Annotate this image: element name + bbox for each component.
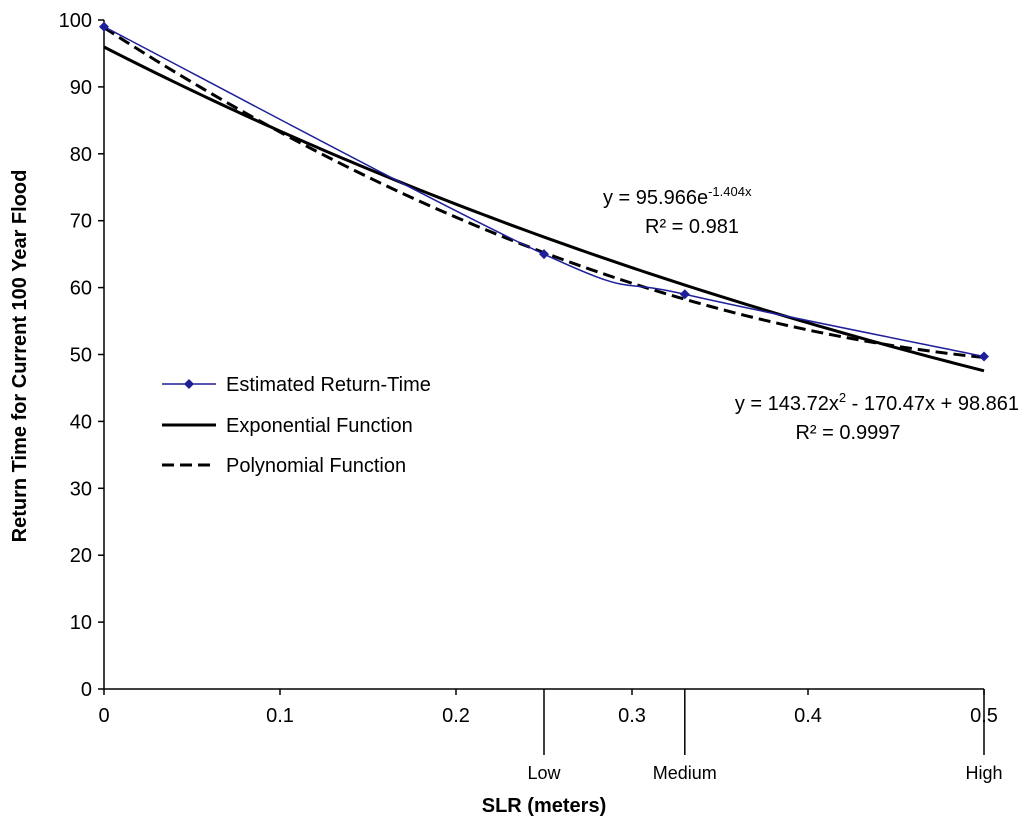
y-axis-title: Return Time for Current 100 Year Flood (9, 170, 31, 543)
exponential-equation-main: y = 95.966e (603, 187, 708, 209)
scenario-markers: Low Medium High (527, 689, 1003, 783)
scenario-marker-label: Medium (653, 763, 717, 783)
estimated-return-time-point (979, 351, 989, 362)
estimated-return-time-point (99, 21, 109, 32)
y-tick-label: 90 (70, 77, 92, 99)
y-tick-label: 100 (59, 10, 92, 32)
legend-label-exponential: Exponential Function (226, 415, 413, 437)
estimated-return-time-point (539, 249, 549, 260)
x-ticks: 0 0.1 0.2 0.3 0.4 0.5 (98, 689, 998, 727)
y-ticks: 0 10 20 30 40 50 60 70 80 90 100 (59, 10, 104, 701)
y-tick-label: 80 (70, 144, 92, 166)
legend-label-estimated: Estimated Return-Time (226, 374, 431, 396)
y-tick-label: 50 (70, 345, 92, 367)
exponential-equation-exponent: -1.404x (708, 184, 752, 199)
legend-entry-exponential: Exponential Function (162, 415, 413, 437)
y-tick-label: 70 (70, 211, 92, 233)
polynomial-equation-power: 2 (839, 390, 846, 405)
y-tick-label: 40 (70, 411, 92, 433)
legend-swatch-estimated-diamond (184, 379, 194, 389)
polynomial-equation-prefix: y = 143.72x (735, 393, 839, 415)
series-exponential-function (103, 45, 985, 373)
y-tick-label: 10 (70, 612, 92, 634)
polynomial-equation: y = 143.72x2 - 170.47x + 98.861 (735, 390, 1019, 415)
polynomial-equation-suffix: - 170.47x + 98.861 (846, 393, 1019, 415)
y-tick-label: 0 (81, 679, 92, 701)
scenario-marker-label: Low (527, 763, 561, 783)
legend-entry-polynomial: Polynomial Function (162, 455, 406, 477)
estimated-return-time-markers (99, 21, 989, 362)
x-tick-label: 0.2 (442, 705, 470, 727)
y-tick-label: 60 (70, 278, 92, 300)
y-tick-label: 30 (70, 478, 92, 500)
legend-entry-estimated: Estimated Return-Time (162, 374, 431, 396)
exponential-equation: y = 95.966e-1.404x (603, 184, 752, 209)
x-tick-label: 0 (98, 705, 109, 727)
series-estimated-return-time (103, 26, 985, 358)
legend: Estimated Return-Time Exponential Functi… (162, 374, 431, 477)
polynomial-r-squared: R² = 0.9997 (795, 422, 900, 444)
legend-label-polynomial: Polynomial Function (226, 455, 406, 477)
estimated-return-time-point (679, 289, 690, 300)
x-tick-label: 0.3 (618, 705, 646, 727)
y-tick-label: 20 (70, 545, 92, 567)
x-tick-label: 0.4 (794, 705, 822, 727)
exponential-r-squared: R² = 0.981 (645, 216, 739, 238)
series-polynomial-function (103, 26, 985, 359)
x-axis-title: SLR (meters) (482, 795, 606, 817)
x-tick-label: 0.1 (266, 705, 294, 727)
scenario-marker-label: High (965, 763, 1002, 783)
